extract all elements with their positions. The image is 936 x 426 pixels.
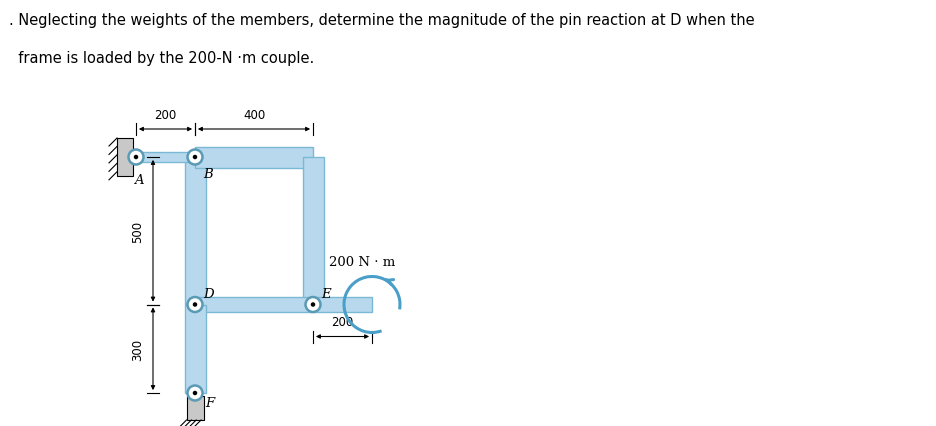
Circle shape <box>134 155 139 160</box>
Text: 400: 400 <box>242 109 265 122</box>
Bar <box>117 139 133 177</box>
Polygon shape <box>184 158 206 305</box>
Circle shape <box>193 391 197 395</box>
Text: 500: 500 <box>131 220 144 242</box>
Circle shape <box>187 386 202 400</box>
Polygon shape <box>195 297 372 312</box>
Polygon shape <box>136 153 195 163</box>
Text: 300: 300 <box>131 338 144 360</box>
Text: B: B <box>203 167 212 181</box>
Text: D: D <box>203 288 213 301</box>
Circle shape <box>193 302 197 307</box>
Circle shape <box>187 297 202 312</box>
Text: A: A <box>134 173 143 187</box>
Polygon shape <box>184 305 206 393</box>
Text: 200: 200 <box>154 109 177 122</box>
Circle shape <box>305 297 320 312</box>
Bar <box>186 396 203 420</box>
Circle shape <box>311 302 315 307</box>
Text: 200: 200 <box>331 316 354 329</box>
Text: . Neglecting the weights of the members, determine the magnitude of the pin reac: . Neglecting the weights of the members,… <box>9 13 755 28</box>
Text: F: F <box>205 396 214 409</box>
Polygon shape <box>195 147 313 168</box>
Polygon shape <box>302 158 324 305</box>
Text: E: E <box>321 288 330 301</box>
Text: 200 N · m: 200 N · m <box>329 256 395 269</box>
Circle shape <box>193 155 197 160</box>
Text: frame is loaded by the 200-N ·m couple.: frame is loaded by the 200-N ·m couple. <box>9 51 314 66</box>
Circle shape <box>128 150 143 165</box>
Circle shape <box>187 150 202 165</box>
